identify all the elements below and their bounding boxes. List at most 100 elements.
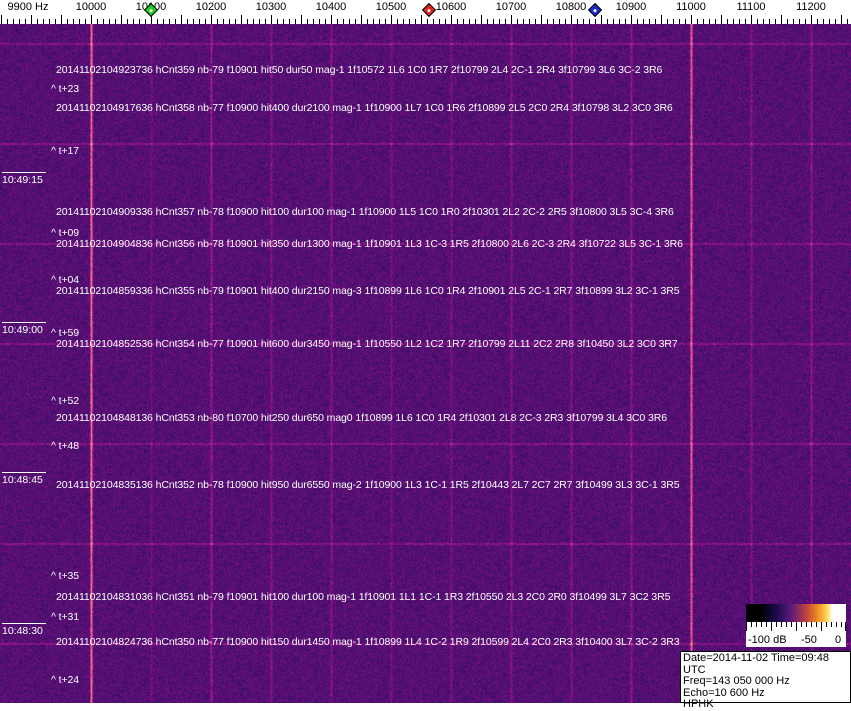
frequency-tick — [43, 19, 44, 24]
detection-line: 20141102104859336 hCnt355 nb-79 f10901 h… — [56, 285, 680, 297]
frequency-tick-label: 10600 — [435, 1, 467, 13]
frequency-tick-label: 11100 — [736, 1, 766, 13]
time-label: 10:49:00 — [2, 322, 46, 336]
colorbar-label: -100 dB — [748, 634, 787, 646]
frequency-tick — [85, 19, 86, 24]
frequency-tick — [667, 19, 668, 24]
frequency-tick — [427, 19, 428, 24]
frequency-tick — [115, 19, 116, 24]
time-label: 10:48:45 — [2, 472, 46, 486]
frequency-tick — [799, 19, 800, 24]
frequency-tick — [409, 19, 410, 24]
frequency-tick — [301, 15, 302, 24]
interval-label: ^ t+48 — [51, 440, 79, 452]
frequency-tick-label: 10900 — [615, 1, 647, 13]
info-date-time: Date=2014-11-02 Time=09:48 UTC — [683, 652, 829, 676]
interval-label: ^ t+35 — [51, 570, 79, 582]
interval-label: ^ t+17 — [51, 145, 79, 157]
frequency-tick-label: 10700 — [495, 1, 527, 13]
colorbar-ticks — [746, 622, 846, 634]
frequency-tick — [181, 15, 182, 24]
frequency-tick — [91, 15, 92, 24]
frequency-tick — [439, 19, 440, 24]
frequency-tick — [589, 19, 590, 24]
detection-line: 20141102104835136 hCnt352 nb-78 f10900 h… — [56, 479, 680, 491]
red-marker[interactable] — [421, 2, 436, 18]
frequency-tick — [7, 19, 8, 24]
frequency-tick — [541, 15, 542, 24]
frequency-tick — [343, 19, 344, 24]
frequency-tick — [193, 19, 194, 24]
frequency-tick — [565, 19, 566, 24]
frequency-tick — [241, 15, 242, 24]
interval-label: ^ t+24 — [51, 674, 79, 686]
frequency-tick — [613, 19, 614, 24]
blue-marker[interactable] — [587, 2, 603, 18]
info-station: HPHK — [683, 698, 714, 710]
frequency-tick — [841, 15, 842, 24]
colorbar-tick — [776, 622, 777, 627]
frequency-tick — [835, 19, 836, 24]
colorbar-tick — [801, 622, 802, 627]
frequency-tick — [829, 19, 830, 24]
frequency-tick — [643, 19, 644, 24]
colorbar-label: 0 — [835, 634, 842, 646]
frequency-tick — [331, 15, 332, 24]
colorbar-tick — [841, 622, 842, 627]
frequency-tick — [121, 15, 122, 24]
detection-line: 20141102104852536 hCnt354 nb-77 f10901 h… — [56, 338, 678, 350]
frequency-tick — [583, 19, 584, 24]
interval-label: ^ t+31 — [51, 611, 79, 623]
frequency-tick — [499, 19, 500, 24]
frequency-tick — [319, 19, 320, 24]
colorbar-tick — [826, 622, 827, 627]
frequency-tick — [673, 19, 674, 24]
colorbar-legend: -100 dB -50 0 — [746, 604, 846, 647]
frequency-tick — [739, 19, 740, 24]
frequency-tick — [337, 19, 338, 24]
frequency-tick — [199, 19, 200, 24]
frequency-tick — [379, 19, 380, 24]
frequency-tick — [517, 19, 518, 24]
info-box: Date=2014-11-02 Time=09:48 UTC Freq=143 … — [680, 651, 851, 710]
frequency-tick — [475, 19, 476, 24]
frequency-tick — [763, 19, 764, 24]
interval-label: ^ t+23 — [51, 83, 79, 95]
frequency-tick — [493, 19, 494, 24]
frequency-tick — [697, 19, 698, 24]
frequency-tick — [37, 19, 38, 24]
frequency-tick — [235, 19, 236, 24]
frequency-tick — [247, 19, 248, 24]
frequency-tick — [625, 19, 626, 24]
frequency-tick — [601, 15, 602, 24]
frequency-tick — [661, 15, 662, 24]
frequency-tick — [25, 19, 26, 24]
frequency-tick — [511, 15, 512, 24]
frequency-tick — [745, 19, 746, 24]
frequency-tick — [619, 19, 620, 24]
frequency-tick — [313, 19, 314, 24]
colorbar-tick — [771, 622, 772, 631]
interval-label: ^ t+09 — [51, 227, 79, 239]
frequency-tick — [523, 19, 524, 24]
frequency-tick — [685, 19, 686, 24]
colorbar — [746, 604, 846, 622]
frequency-tick-label: 10800 — [555, 1, 587, 13]
frequency-tick — [397, 19, 398, 24]
frequency-tick — [679, 19, 680, 24]
frequency-tick — [223, 19, 224, 24]
frequency-tick-label: 10300 — [255, 1, 287, 13]
detection-line: 20141102104904836 hCnt356 nb-78 f10901 h… — [56, 238, 683, 250]
frequency-tick — [721, 15, 722, 24]
frequency-tick — [97, 19, 98, 24]
frequency-tick — [31, 15, 32, 24]
frequency-tick — [715, 19, 716, 24]
colorbar-tick — [791, 622, 792, 627]
frequency-tick — [163, 19, 164, 24]
frequency-tick-label: 9900 Hz — [7, 1, 49, 13]
frequency-tick — [649, 19, 650, 24]
frequency-tick-label: 10200 — [195, 1, 227, 13]
frequency-tick — [769, 19, 770, 24]
frequency-tick — [73, 19, 74, 24]
frequency-tick — [433, 19, 434, 24]
